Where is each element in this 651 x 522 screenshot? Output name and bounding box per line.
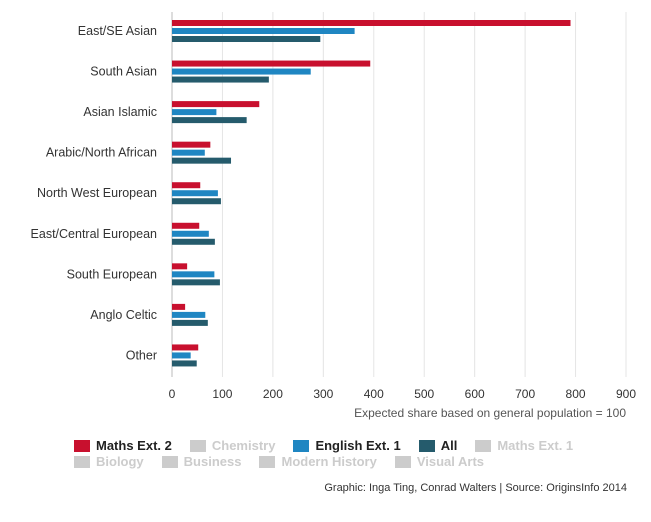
legend-label-chemistry: Chemistry [211, 438, 276, 453]
category-label-south-asian: South Asian [90, 65, 157, 79]
bar-anglo-celtic-all [172, 319, 208, 326]
bar-south-european-all [172, 279, 220, 286]
legend-swatch-maths-ext-1 [475, 439, 492, 452]
x-tick-label-300: 300 [313, 387, 333, 401]
legend-item-visual-arts[interactable]: Visual Arts [394, 454, 485, 469]
bar-other-english-ext-1 [172, 352, 191, 359]
legend-item-maths-ext-2[interactable]: Maths Ext. 2 [74, 438, 172, 453]
x-tick-label-600: 600 [465, 387, 485, 401]
legend-row-1: Maths Ext. 2 Chemistry English Ext. 1 All Ma… [74, 438, 591, 453]
legend-label-visual-arts: Visual Arts [416, 454, 485, 469]
legend-item-biology[interactable]: Biology [74, 454, 144, 469]
x-tick-label-500: 500 [414, 387, 434, 401]
bar-north-west-european-english-ext-1 [172, 190, 218, 197]
legend-label-all: All [440, 438, 458, 453]
bar-anglo-celtic-maths-ext-2 [172, 303, 186, 310]
legend-swatch-modern-history [259, 455, 276, 468]
legend-item-modern-history[interactable]: Modern History [259, 454, 377, 469]
bar-other-all [172, 360, 197, 367]
legend-label-business: Business [183, 454, 242, 469]
legend-swatch-biology [74, 455, 90, 468]
bar-south-asian-all [172, 76, 269, 83]
legend-row-2: Biology Business Modern History Visual Arts [74, 454, 502, 469]
legend-swatch-business [161, 455, 178, 468]
bar-arabic-north-african-english-ext-1 [172, 149, 205, 156]
legend-label-maths-ext-2: Maths Ext. 2 [96, 438, 172, 453]
bar-asian-islamic-all [172, 117, 247, 124]
legend-label-english-ext-1: English Ext. 1 [315, 438, 401, 453]
legend-item-maths-ext-1[interactable]: Maths Ext. 1 [475, 438, 573, 453]
bar-east-central-european-maths-ext-2 [172, 222, 200, 229]
legend-swatch-maths-ext-2 [74, 439, 90, 452]
x-tick-labels: 0 100 200 300 400 500 600 700 800 900 [169, 387, 637, 401]
category-label-north-west-european: North West European [37, 186, 157, 200]
bars [172, 20, 571, 367]
bar-asian-islamic-maths-ext-2 [172, 101, 260, 108]
x-tick-label-100: 100 [212, 387, 232, 401]
bar-south-european-maths-ext-2 [172, 263, 188, 270]
category-label-asian-islamic: Asian Islamic [83, 105, 157, 119]
legend-item-business[interactable]: Business [161, 454, 242, 469]
legend-swatch-all [418, 439, 435, 452]
legend-item-all[interactable]: All [418, 438, 458, 453]
category-labels: East/SE Asian South Asian Asian Islamic Ara… [31, 24, 158, 362]
bar-other-maths-ext-2 [172, 344, 199, 351]
x-tick-label-0: 0 [169, 387, 176, 401]
bar-east-central-european-english-ext-1 [172, 230, 209, 237]
x-tick-label-700: 700 [515, 387, 535, 401]
x-tick-label-200: 200 [263, 387, 283, 401]
credit-line: Graphic: Inga Ting, Conrad Walters | Sou… [324, 482, 627, 494]
category-label-south-european: South European [67, 267, 157, 281]
x-tick-label-800: 800 [566, 387, 586, 401]
bar-asian-islamic-english-ext-1 [172, 109, 217, 116]
gridlines [171, 12, 627, 377]
legend-item-chemistry[interactable]: Chemistry [189, 438, 276, 453]
bar-north-west-european-maths-ext-2 [172, 182, 201, 189]
bar-east-se-asian-all [172, 36, 321, 42]
legend-swatch-visual-arts [394, 455, 411, 468]
x-tick-label-400: 400 [364, 387, 384, 401]
bar-south-european-english-ext-1 [172, 271, 215, 278]
x-tick-label-900: 900 [616, 387, 636, 401]
category-label-anglo-celtic: Anglo Celtic [90, 308, 157, 322]
legend-label-biology: Biology [96, 454, 144, 469]
bar-chart: East/SE Asian South Asian Asian Islamic Ara… [31, 12, 637, 420]
bar-arabic-north-african-all [172, 157, 232, 164]
bar-arabic-north-african-maths-ext-2 [172, 141, 211, 148]
category-label-east-central-european: East/Central European [31, 227, 158, 241]
bar-east-central-european-all [172, 238, 215, 245]
bar-north-west-european-all [172, 198, 221, 205]
bar-south-asian-maths-ext-2 [172, 60, 371, 67]
legend-label-maths-ext-1: Maths Ext. 1 [497, 438, 574, 453]
legend-swatch-chemistry [189, 439, 206, 452]
legend-swatch-english-ext-1 [293, 439, 310, 452]
legend-label-modern-history: Modern History [281, 454, 377, 469]
category-label-arabic-north-african: Arabic/North African [46, 146, 157, 160]
legend-item-english-ext-1[interactable]: English Ext. 1 [293, 438, 401, 453]
bar-east-se-asian-english-ext-1 [172, 28, 355, 34]
category-label-east-se-asian: East/SE Asian [78, 24, 157, 38]
bar-south-asian-english-ext-1 [172, 68, 311, 75]
x-axis-title: Expected share based on general populati… [354, 406, 626, 420]
category-label-other: Other [126, 348, 157, 362]
bar-anglo-celtic-english-ext-1 [172, 311, 206, 318]
bar-east-se-asian-maths-ext-2 [172, 20, 571, 26]
